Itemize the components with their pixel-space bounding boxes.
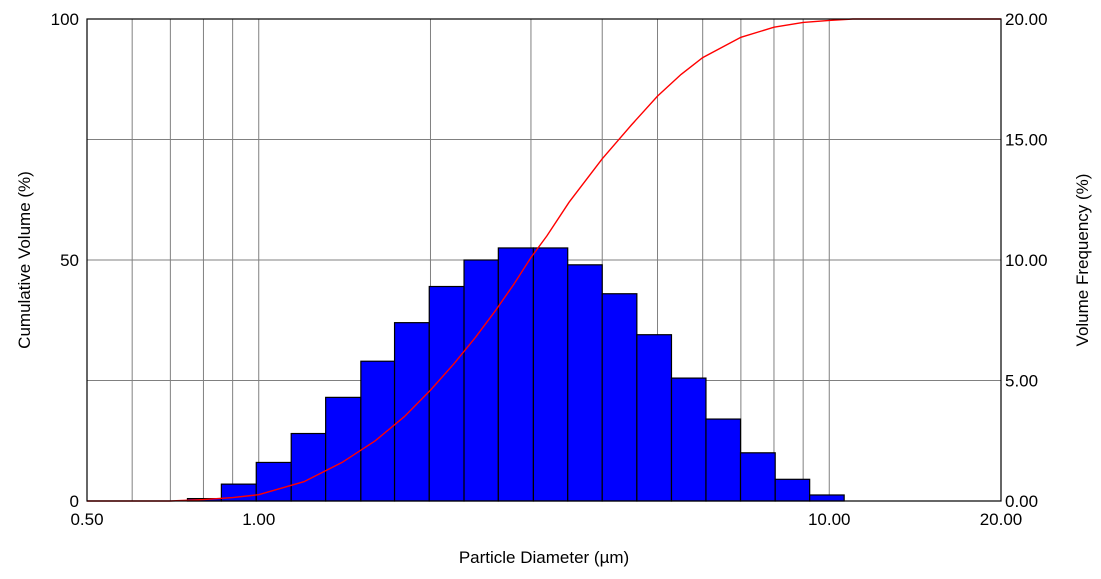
- frequency-bar: [567, 264, 603, 502]
- frequency-bar: [325, 396, 362, 502]
- frequency-bar: [705, 418, 742, 502]
- frequency-bar: [428, 285, 465, 502]
- frequency-bar: [739, 452, 776, 502]
- frequency-bar: [463, 259, 499, 502]
- frequency-bar: [532, 247, 569, 502]
- y-left-tick-label: 100: [51, 10, 79, 29]
- frequency-bar: [393, 322, 430, 502]
- x-tick-label: 0.50: [70, 510, 103, 529]
- y-right-tick-label: 15.00: [1005, 131, 1048, 150]
- x-tick-label: 1.00: [242, 510, 275, 529]
- y-axis-left-label: Cumulative Volume (%): [15, 171, 34, 349]
- frequency-bar: [809, 494, 845, 502]
- frequency-bar: [360, 360, 396, 502]
- y-left-tick-label: 50: [60, 251, 79, 270]
- x-tick-label: 10.00: [808, 510, 851, 529]
- frequency-bar: [670, 377, 707, 502]
- frequency-bar: [255, 461, 292, 502]
- y-right-tick-label: 20.00: [1005, 10, 1048, 29]
- tick-labels: 0.50 1.00 10.00 20.00 0 50 100 0.00 5.00 10.00 15.…: [51, 10, 1048, 529]
- y-axis-right-label: Volume Frequency (%): [1073, 174, 1092, 347]
- frequency-bar: [497, 247, 535, 502]
- plot-frame: [86, 18, 1002, 502]
- frequency-bars: [186, 247, 845, 502]
- frequency-bar: [290, 432, 327, 502]
- y-right-tick-label: 10.00: [1005, 251, 1048, 270]
- cumulative-curve-group: [87, 18, 1001, 502]
- cumulative-volume-line: [87, 18, 1001, 502]
- frequency-bar: [601, 293, 638, 502]
- y-left-tick-label: 0: [70, 492, 79, 511]
- x-axis-label: Particle Diameter (µm): [459, 548, 629, 567]
- y-right-tick-label: 5.00: [1005, 372, 1038, 391]
- x-tick-label: 20.00: [980, 510, 1023, 529]
- frequency-bar: [636, 334, 673, 502]
- frequency-bar: [774, 478, 811, 502]
- y-right-tick-label: 0.00: [1005, 492, 1038, 511]
